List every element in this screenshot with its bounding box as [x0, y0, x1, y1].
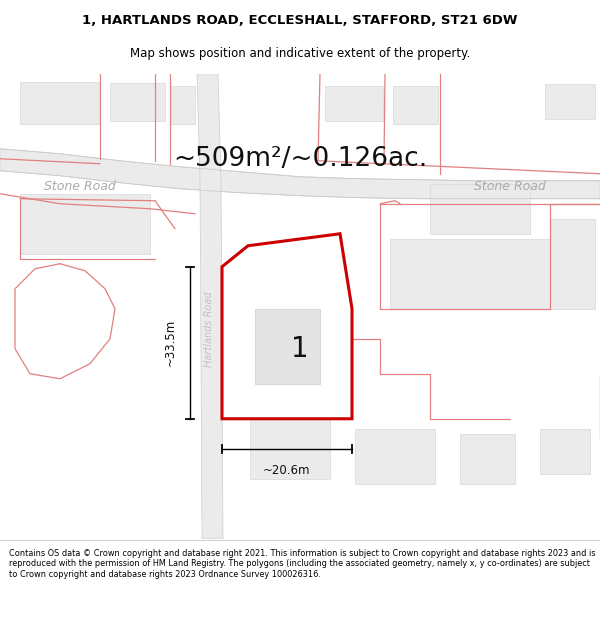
Bar — [390, 239, 550, 309]
Text: Stone Road: Stone Road — [44, 180, 116, 193]
Text: ~33.5m: ~33.5m — [163, 319, 176, 366]
Bar — [355, 429, 435, 484]
Bar — [250, 419, 330, 479]
Text: Hartlands Road: Hartlands Road — [204, 291, 214, 366]
Bar — [255, 309, 320, 384]
Text: Contains OS data © Crown copyright and database right 2021. This information is : Contains OS data © Crown copyright and d… — [9, 549, 595, 579]
Polygon shape — [0, 149, 600, 199]
Bar — [460, 434, 515, 484]
Bar — [20, 194, 150, 254]
Bar — [170, 86, 195, 124]
Bar — [545, 84, 595, 119]
Text: ~20.6m: ~20.6m — [263, 464, 311, 478]
Bar — [540, 429, 590, 474]
Bar — [393, 86, 438, 124]
Text: 1, HARTLANDS ROAD, ECCLESHALL, STAFFORD, ST21 6DW: 1, HARTLANDS ROAD, ECCLESHALL, STAFFORD,… — [82, 14, 518, 27]
Bar — [550, 219, 595, 309]
Text: ~509m²/~0.126ac.: ~509m²/~0.126ac. — [173, 146, 427, 172]
Text: Stone Road: Stone Road — [474, 180, 546, 193]
Bar — [325, 86, 383, 121]
Polygon shape — [197, 74, 223, 539]
Bar — [20, 82, 100, 124]
Text: 1: 1 — [291, 335, 309, 362]
Bar — [430, 184, 530, 234]
Polygon shape — [222, 234, 352, 419]
Text: Map shows position and indicative extent of the property.: Map shows position and indicative extent… — [130, 47, 470, 59]
Bar — [110, 82, 165, 121]
